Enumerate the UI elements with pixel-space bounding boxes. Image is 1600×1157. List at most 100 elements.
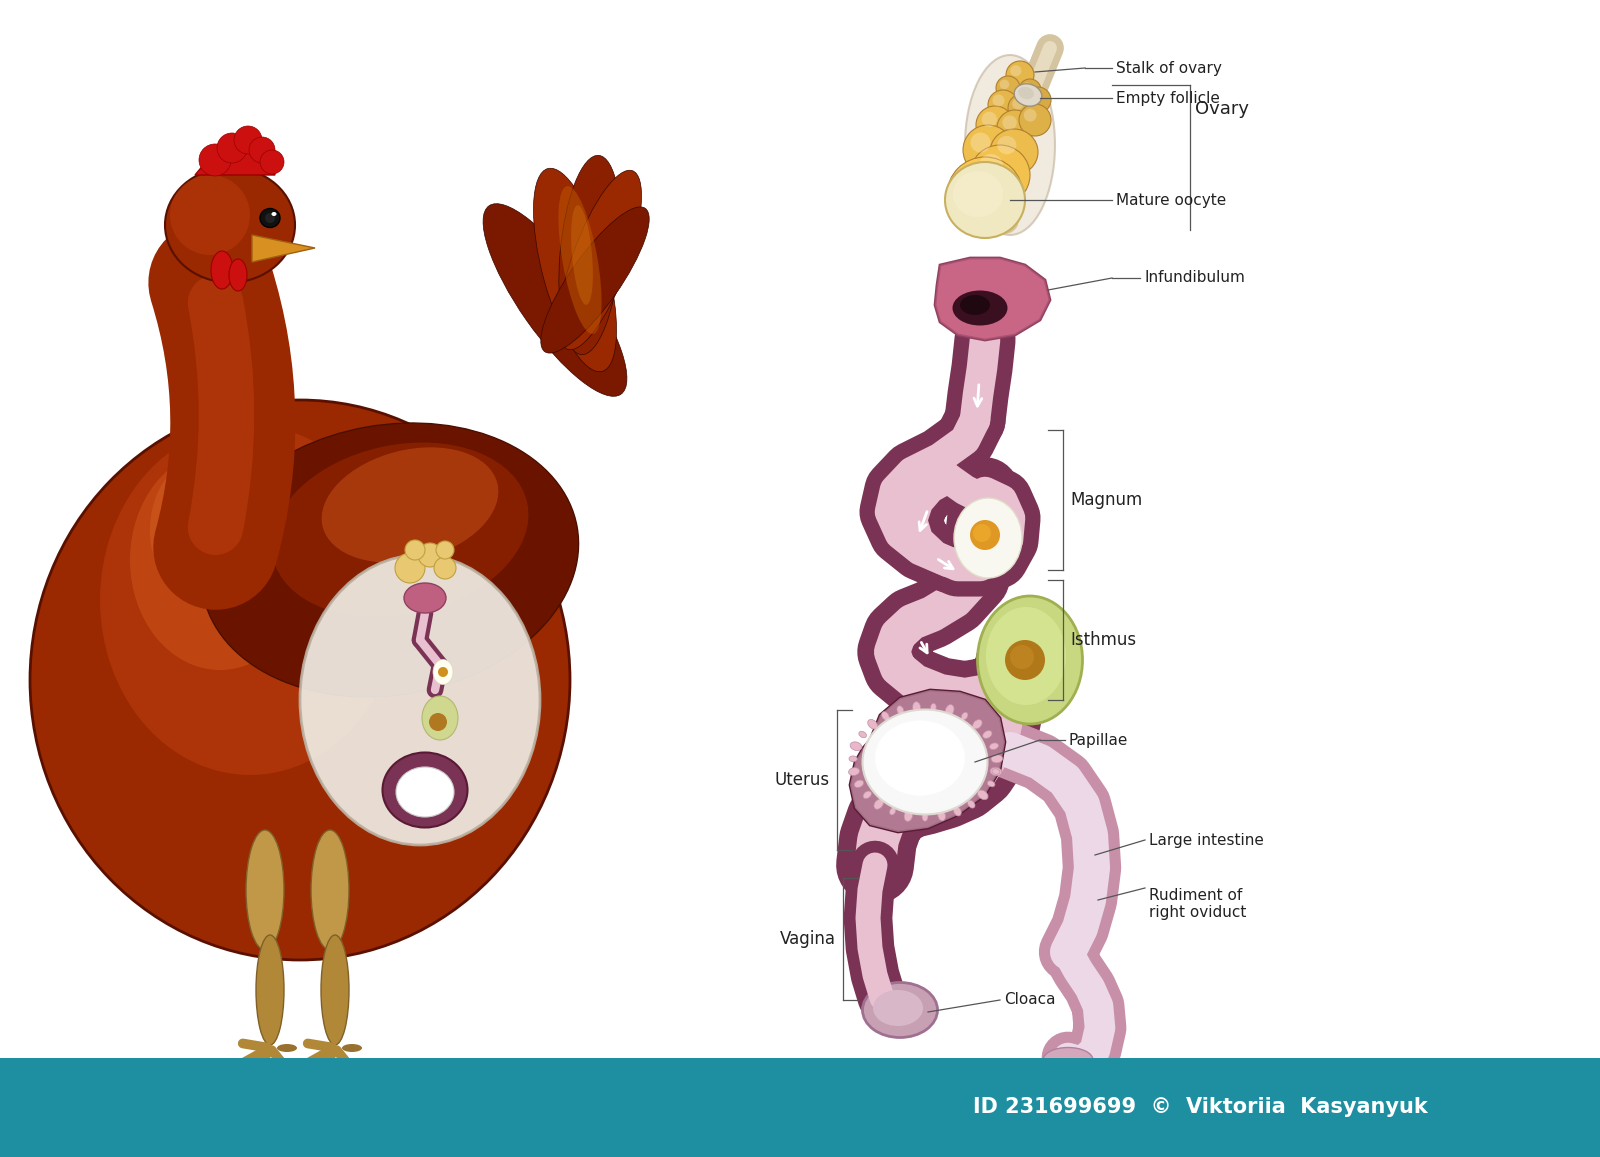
Text: Uterus: Uterus xyxy=(774,771,830,789)
Ellipse shape xyxy=(850,742,862,751)
Ellipse shape xyxy=(978,596,1083,724)
Ellipse shape xyxy=(322,448,498,562)
Text: Magnum: Magnum xyxy=(1070,491,1142,509)
Text: Papillae: Papillae xyxy=(1069,732,1128,747)
FancyArrowPatch shape xyxy=(336,1051,354,1071)
Ellipse shape xyxy=(405,540,426,560)
Ellipse shape xyxy=(272,212,277,216)
Ellipse shape xyxy=(947,157,1022,233)
Ellipse shape xyxy=(990,767,1002,775)
Ellipse shape xyxy=(30,400,570,960)
Ellipse shape xyxy=(130,450,310,670)
Text: Large intestine: Large intestine xyxy=(1149,833,1264,847)
Ellipse shape xyxy=(1010,65,1021,76)
Ellipse shape xyxy=(1024,109,1037,121)
Ellipse shape xyxy=(992,95,1005,106)
Ellipse shape xyxy=(954,806,962,816)
Ellipse shape xyxy=(435,541,454,559)
FancyArrowPatch shape xyxy=(293,1049,333,1071)
Ellipse shape xyxy=(246,830,285,950)
Ellipse shape xyxy=(850,756,858,761)
Ellipse shape xyxy=(211,251,234,289)
Ellipse shape xyxy=(952,290,1008,325)
Ellipse shape xyxy=(571,205,594,304)
Ellipse shape xyxy=(1002,116,1018,130)
Ellipse shape xyxy=(922,812,928,821)
Ellipse shape xyxy=(971,133,990,153)
Ellipse shape xyxy=(970,519,1000,550)
Ellipse shape xyxy=(882,712,890,721)
Ellipse shape xyxy=(862,982,938,1038)
Text: Infundibulum: Infundibulum xyxy=(1144,271,1245,286)
Polygon shape xyxy=(934,258,1050,340)
Ellipse shape xyxy=(962,713,968,720)
Ellipse shape xyxy=(250,137,275,163)
Ellipse shape xyxy=(963,125,1013,175)
Ellipse shape xyxy=(973,524,990,541)
Ellipse shape xyxy=(170,175,250,255)
Ellipse shape xyxy=(862,791,872,798)
Ellipse shape xyxy=(890,808,896,815)
Ellipse shape xyxy=(970,145,1030,205)
Text: Empty follicle: Empty follicle xyxy=(1117,90,1219,105)
Ellipse shape xyxy=(434,659,453,685)
Ellipse shape xyxy=(982,730,992,738)
FancyArrowPatch shape xyxy=(307,1044,333,1047)
Ellipse shape xyxy=(1014,83,1042,106)
Ellipse shape xyxy=(256,935,285,1045)
Ellipse shape xyxy=(859,731,867,738)
Ellipse shape xyxy=(1019,104,1051,137)
Ellipse shape xyxy=(1019,79,1042,101)
Ellipse shape xyxy=(874,799,883,809)
Ellipse shape xyxy=(310,830,349,950)
Ellipse shape xyxy=(912,701,920,713)
Ellipse shape xyxy=(954,498,1022,578)
Ellipse shape xyxy=(342,1044,362,1052)
Text: Ovary: Ovary xyxy=(1195,100,1250,118)
Ellipse shape xyxy=(1000,80,1010,89)
Ellipse shape xyxy=(272,443,528,618)
Ellipse shape xyxy=(867,720,877,729)
Ellipse shape xyxy=(968,801,974,808)
Ellipse shape xyxy=(558,155,621,355)
Ellipse shape xyxy=(989,90,1018,120)
Ellipse shape xyxy=(898,706,904,715)
Ellipse shape xyxy=(978,790,989,799)
Ellipse shape xyxy=(1018,87,1034,100)
FancyArrowPatch shape xyxy=(243,1044,267,1047)
FancyArrowPatch shape xyxy=(216,303,227,528)
FancyArrowPatch shape xyxy=(256,1051,269,1074)
Ellipse shape xyxy=(382,752,467,827)
Ellipse shape xyxy=(938,810,946,820)
Ellipse shape xyxy=(301,555,541,845)
FancyArrowPatch shape xyxy=(272,1051,288,1071)
Ellipse shape xyxy=(259,150,285,174)
FancyArrowPatch shape xyxy=(211,282,234,547)
Ellipse shape xyxy=(483,204,627,397)
Ellipse shape xyxy=(987,781,995,787)
Ellipse shape xyxy=(277,1044,298,1052)
Ellipse shape xyxy=(931,703,936,712)
Text: Stalk of ovary: Stalk of ovary xyxy=(1117,60,1222,75)
Ellipse shape xyxy=(395,553,426,583)
Ellipse shape xyxy=(99,425,400,775)
Ellipse shape xyxy=(992,768,1000,774)
Ellipse shape xyxy=(848,767,859,775)
Ellipse shape xyxy=(150,460,250,600)
Text: Isthmus: Isthmus xyxy=(1070,631,1136,649)
Text: Cloaca: Cloaca xyxy=(1005,993,1056,1008)
Text: Mature oocyte: Mature oocyte xyxy=(1117,192,1226,207)
Ellipse shape xyxy=(397,767,454,817)
Polygon shape xyxy=(195,130,275,175)
Ellipse shape xyxy=(982,112,997,127)
Text: Rudiment of
right oviduct: Rudiment of right oviduct xyxy=(1149,889,1246,921)
Ellipse shape xyxy=(997,135,1016,154)
Ellipse shape xyxy=(875,721,965,796)
Ellipse shape xyxy=(202,423,579,697)
Ellipse shape xyxy=(259,208,280,228)
Ellipse shape xyxy=(1029,91,1040,102)
Ellipse shape xyxy=(234,126,262,154)
Polygon shape xyxy=(850,690,1005,832)
Ellipse shape xyxy=(989,743,998,750)
Ellipse shape xyxy=(558,186,602,334)
